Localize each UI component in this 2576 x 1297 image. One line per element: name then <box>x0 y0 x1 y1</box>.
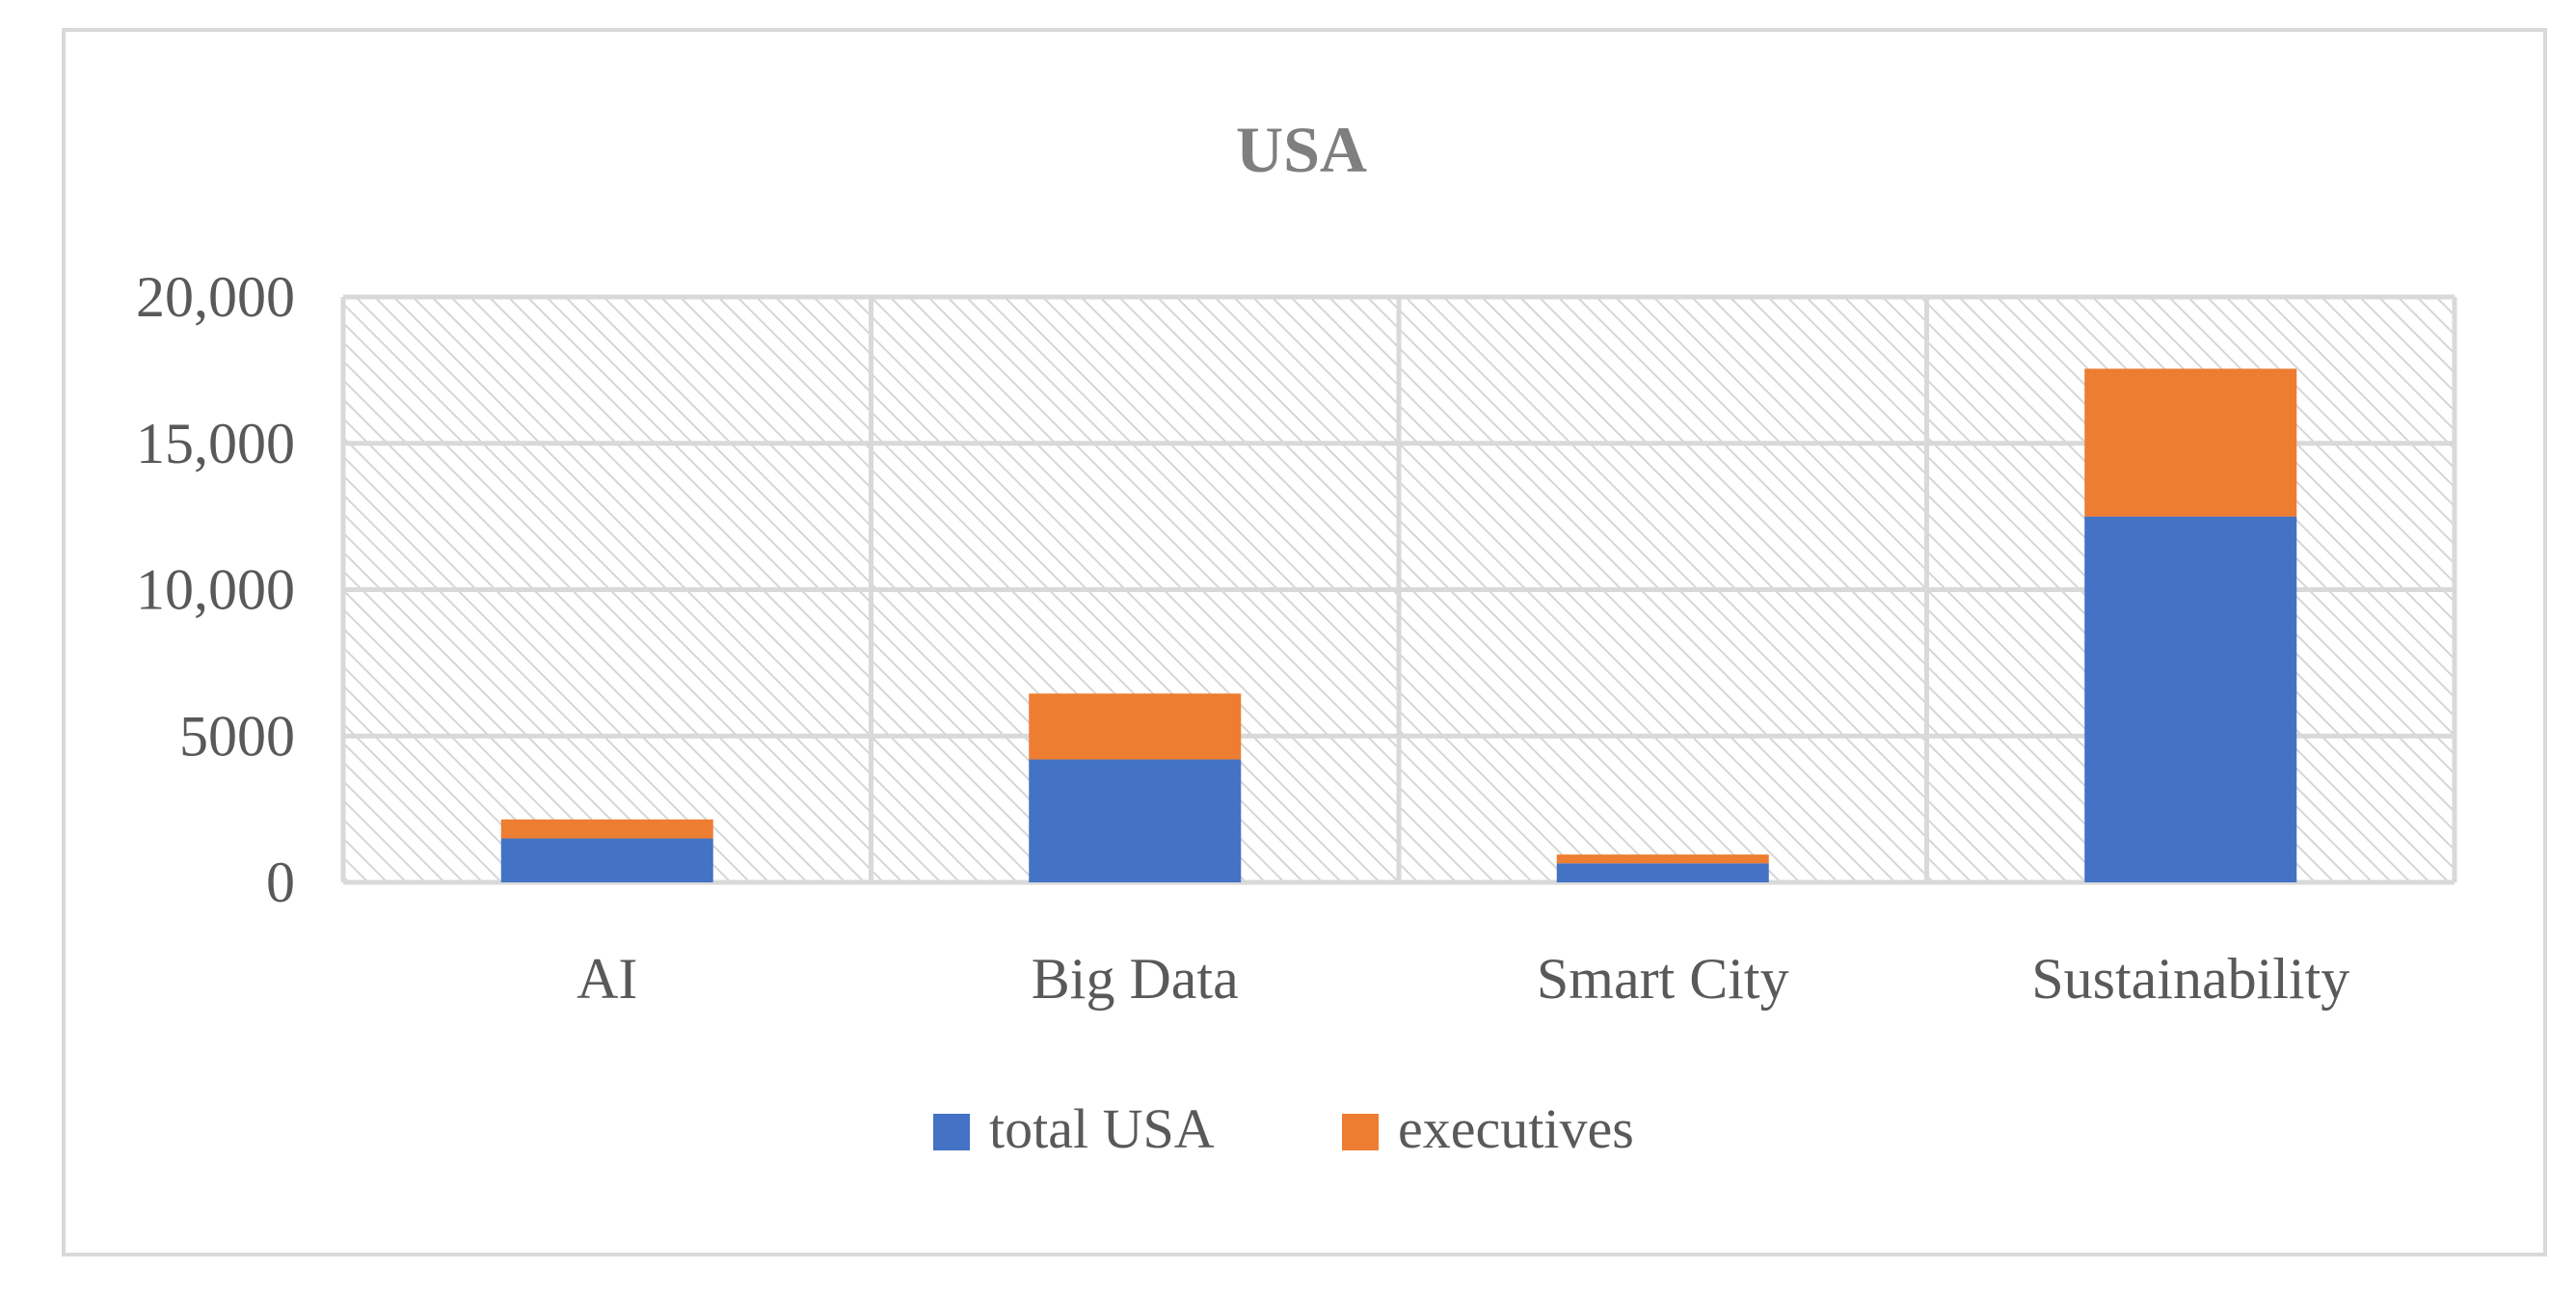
y-tick-label-2: 10,000 <box>136 558 295 622</box>
x-tick-label-1: Big Data <box>1032 947 1239 1011</box>
legend-label-executives: executives <box>1398 1097 1634 1160</box>
x-axis-ticks: AI Big Data Smart City Sustainability <box>577 947 2349 1011</box>
y-tick-label-4: 20,000 <box>136 265 295 329</box>
legend-label-total-usa: total USA <box>989 1097 1215 1160</box>
bar-big-data-total-usa <box>1029 759 1242 882</box>
bar-ai-executives <box>500 819 713 839</box>
y-tick-label-3: 15,000 <box>136 412 295 475</box>
bar-sustainability-total-usa <box>2084 516 2297 882</box>
bar-ai-total-usa <box>500 838 713 882</box>
y-tick-label-1: 5000 <box>179 704 295 768</box>
bar-smart-city-executives <box>1556 854 1769 864</box>
x-tick-label-0: AI <box>577 947 637 1011</box>
x-tick-label-3: Sustainability <box>2031 947 2349 1011</box>
bar-smart-city-total-usa <box>1556 863 1769 882</box>
legend: total USA executives <box>933 1097 1634 1160</box>
chart-title: USA <box>1236 113 1367 186</box>
x-tick-label-2: Smart City <box>1537 947 1789 1011</box>
bar-big-data-executives <box>1029 693 1242 760</box>
bar-sustainability-executives <box>2084 368 2297 517</box>
legend-swatch-executives <box>1342 1114 1379 1150</box>
y-axis-ticks: 0 5000 10,000 15,000 20,000 <box>136 265 295 914</box>
legend-swatch-total-usa <box>933 1114 970 1150</box>
y-tick-label-0: 0 <box>266 851 295 914</box>
bars <box>500 368 2297 882</box>
